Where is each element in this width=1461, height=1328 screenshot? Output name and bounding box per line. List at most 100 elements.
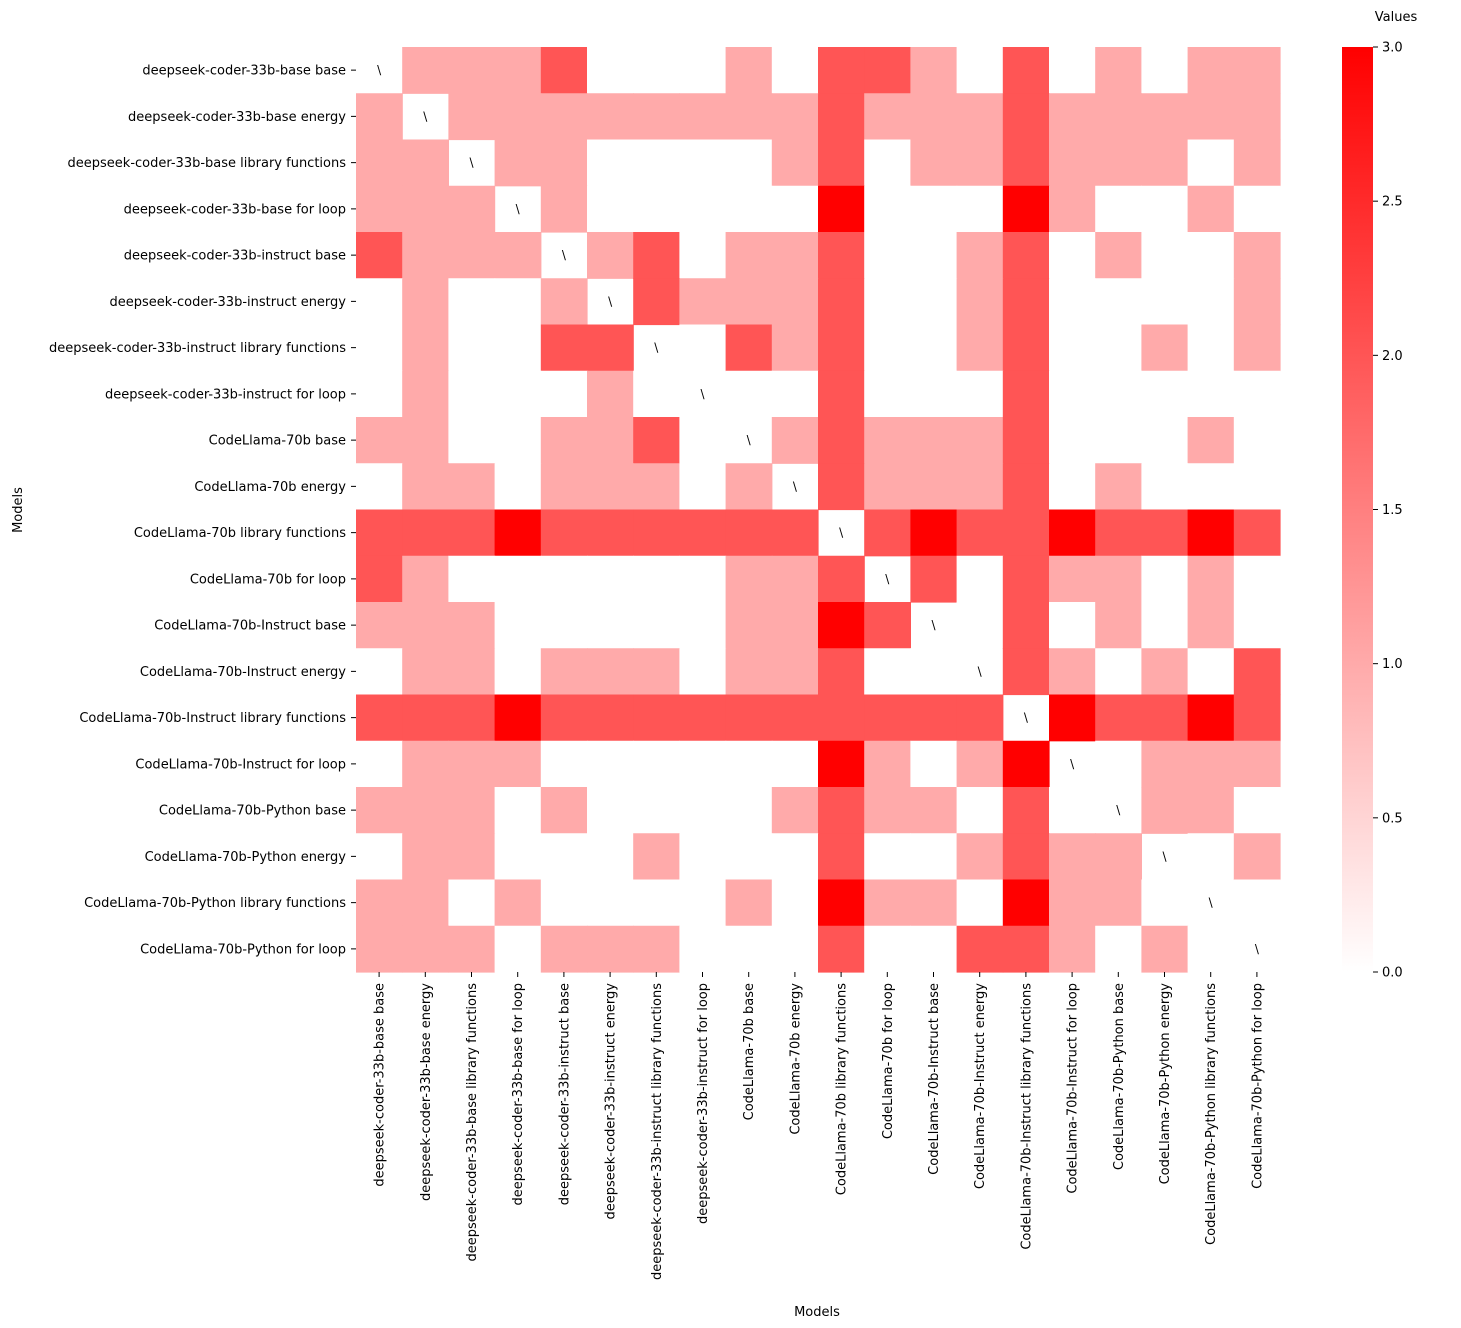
heatmap-cell (540, 787, 588, 834)
heatmap-cell (1095, 417, 1142, 464)
heatmap-cell (725, 93, 773, 141)
heatmap-cell (402, 278, 449, 326)
heatmap-cell (910, 833, 958, 881)
heatmap-cell (956, 370, 1004, 418)
y-tick-label: deepseek-coder-33b-instruct for loop (105, 387, 346, 402)
heatmap-cell (633, 185, 680, 233)
y-tick-label: deepseek-coder-33b-base library function… (68, 156, 347, 171)
heatmap-cell (1233, 324, 1281, 372)
heatmap-cell (587, 185, 634, 233)
heatmap-cell (356, 879, 403, 927)
y-tick-label: CodeLlama-70b-Instruct for loop (135, 757, 346, 772)
diagonal-marker: \ (469, 156, 474, 170)
heatmap-cell (956, 139, 1004, 187)
heatmap-cell (494, 324, 542, 372)
heatmap-cell (1095, 370, 1142, 418)
heatmap-cell (864, 93, 911, 141)
heatmap-cell (402, 555, 449, 603)
x-tick-label: CodeLlama-70b-Instruct for loop (1066, 983, 1081, 1194)
x-tick-label: deepseek-coder-33b-base library function… (465, 983, 480, 1262)
heatmap-cell (1141, 47, 1189, 94)
heatmap-cell (725, 555, 773, 603)
heatmap-cell (679, 232, 727, 279)
heatmap-cell (818, 879, 865, 927)
heatmap-cell (818, 278, 865, 326)
heatmap-cell (1095, 509, 1142, 557)
heatmap-cell (1002, 879, 1050, 927)
y-tick-labels: deepseek-coder-33b-base base deepseek-cod… (49, 64, 356, 957)
heatmap-cell (494, 694, 542, 742)
heatmap-cell (818, 694, 865, 742)
heatmap-cell (587, 925, 634, 973)
x-tick-label: CodeLlama-70b-Instruct energy (973, 983, 988, 1189)
heatmap-cell (494, 47, 542, 94)
heatmap-cell (725, 185, 773, 233)
heatmap-cell (910, 463, 958, 511)
heatmap-cell (771, 833, 819, 881)
heatmap-cell (1141, 648, 1189, 696)
y-tick-label: deepseek-coder-33b-instruct energy (109, 295, 346, 310)
heatmap-cell (864, 740, 911, 788)
colorbar-label: Values (1375, 10, 1418, 25)
heatmap-cell (402, 417, 449, 464)
heatmap-cell (679, 463, 727, 511)
heatmap-cell (1233, 509, 1281, 557)
heatmap-cell (356, 555, 403, 603)
diagonal-marker: \ (562, 248, 567, 262)
colorbar-tick-label: 1.0 (1382, 657, 1403, 672)
heatmap-cell (540, 833, 588, 881)
heatmap-cell (494, 417, 542, 464)
heatmap-cell (494, 740, 542, 788)
heatmap-cell (1002, 555, 1050, 603)
heatmap-cell (910, 879, 958, 927)
heatmap-cell (1049, 139, 1096, 187)
colorbar-tick-label: 0.5 (1382, 811, 1403, 826)
heatmap-cell (540, 93, 588, 141)
heatmap-cell (1002, 648, 1050, 696)
heatmap-cell (1141, 740, 1189, 788)
heatmap-cell (1187, 185, 1235, 233)
heatmap-cell (494, 787, 542, 834)
diagonal-marker: \ (1070, 757, 1075, 771)
heatmap-cell (1095, 139, 1142, 187)
heatmap-cell (679, 925, 727, 973)
heatmap-cell (494, 463, 542, 511)
heatmap-cell (587, 47, 634, 94)
heatmap-cell (587, 833, 634, 881)
heatmap-cell (864, 278, 911, 326)
heatmap-cell (1187, 694, 1235, 742)
heatmap-cell (1049, 694, 1096, 742)
heatmap-cell (633, 509, 680, 557)
heatmap-cell (1141, 602, 1189, 649)
heatmap-cell (448, 417, 496, 464)
heatmap-cell (587, 232, 634, 279)
heatmap-cell (771, 139, 819, 187)
x-tick-label: CodeLlama-70b-Python base (1112, 983, 1127, 1170)
heatmap-cell (1049, 833, 1096, 881)
heatmap-cell (1187, 555, 1235, 603)
heatmap-cell (864, 185, 911, 233)
heatmap-cell (1187, 417, 1235, 464)
heatmap-cell (956, 879, 1004, 927)
heatmap-cell (402, 740, 449, 788)
x-tick-label: deepseek-coder-33b-base base (373, 983, 388, 1187)
heatmap-cell (1049, 370, 1096, 418)
diagonal-marker: \ (1162, 849, 1167, 863)
heatmap-cell (356, 417, 403, 464)
heatmap-cell (587, 555, 634, 603)
heatmap-cell (587, 93, 634, 141)
heatmap-cell (1187, 232, 1235, 279)
heatmap-cell (402, 47, 449, 94)
heatmap-cell (356, 648, 403, 696)
heatmap-cell (356, 787, 403, 834)
heatmap-cell (1233, 740, 1281, 788)
heatmap-cell (1002, 417, 1050, 464)
heatmap-cell (448, 555, 496, 603)
heatmap-cell (956, 740, 1004, 788)
heatmap-cell (956, 463, 1004, 511)
heatmap-cell (1095, 925, 1142, 973)
heatmap-cell (356, 93, 403, 141)
heatmap-cell (1095, 278, 1142, 326)
heatmap-cell (494, 833, 542, 881)
heatmap-cell (1049, 509, 1096, 557)
